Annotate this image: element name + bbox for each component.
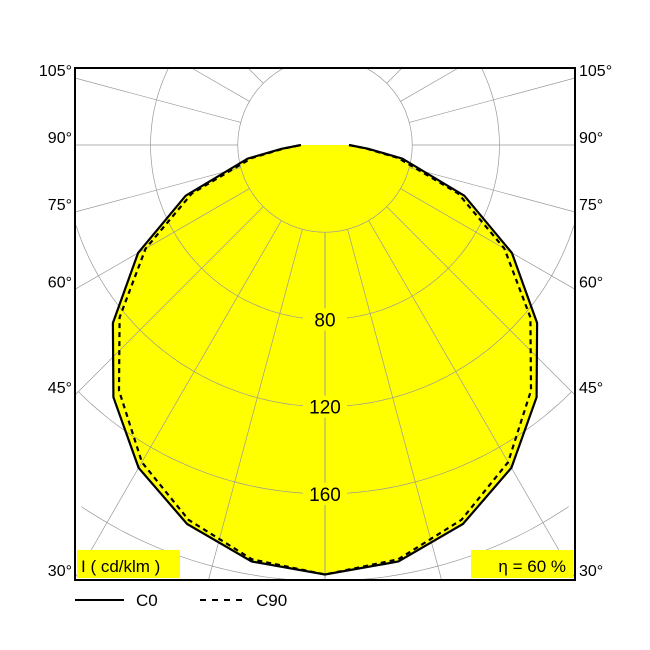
grid-ring-200 xyxy=(81,506,569,580)
grid-radial-15 xyxy=(347,229,442,580)
ring-label-bg xyxy=(303,308,347,331)
efficiency-label-box xyxy=(471,550,573,578)
grid-radial-60 xyxy=(400,188,575,290)
ring-label-160: 160 xyxy=(309,485,341,506)
grid-radial-45 xyxy=(386,206,575,396)
angle-label-right: 90° xyxy=(579,130,603,147)
angle-label-left: 75° xyxy=(48,197,72,214)
series-c90-line xyxy=(117,143,533,576)
plot-frame xyxy=(74,67,576,581)
ring-label-80: 80 xyxy=(314,310,335,331)
efficiency-label: η = 60 % xyxy=(498,557,566,576)
angle-label-left: 30° xyxy=(48,563,72,580)
grid-radial-105 xyxy=(409,77,575,123)
grid-ring-80 xyxy=(150,68,500,320)
ring-label-120: 120 xyxy=(309,398,341,419)
legend-c0-label: C0 xyxy=(136,591,158,610)
angle-label-left: 105° xyxy=(39,63,72,80)
angle-label-right: 75° xyxy=(579,197,603,214)
angle-label-left: 90° xyxy=(48,130,72,147)
unit-label: I ( cd/klm ) xyxy=(81,557,160,576)
angle-label-right: 30° xyxy=(579,563,603,580)
legend-c90-label: C90 xyxy=(256,591,287,610)
grid-radial-120 xyxy=(400,68,459,102)
unit-label-box xyxy=(77,550,180,578)
angle-labels: 105° 105° 90° 90° 75° 75° 60° 60° 45° 45° 30° 30° xyxy=(39,63,612,580)
angle-label-right: 60° xyxy=(579,274,603,291)
ring-labels: 80 120 160 xyxy=(303,308,347,506)
grid-radial-30 xyxy=(368,220,575,579)
grid-radial-135 xyxy=(247,68,264,84)
angle-label-left: 60° xyxy=(48,274,72,291)
curve-lines xyxy=(111,143,539,576)
grid-radial-120 xyxy=(191,68,250,102)
ring-label-bg xyxy=(303,395,347,418)
grid-radial-60 xyxy=(75,188,250,290)
grid-radial-105 xyxy=(75,77,241,123)
grid-radial-15 xyxy=(208,229,303,580)
grid-radial-30 xyxy=(75,220,282,579)
grid-radial-75 xyxy=(409,167,575,213)
angle-label-right: 105° xyxy=(579,63,612,80)
ring-label-bg xyxy=(303,482,347,505)
grid-radial-45 xyxy=(75,206,264,396)
grid-ring-40 xyxy=(237,68,413,233)
grid-radial-135 xyxy=(386,68,403,84)
angle-label-left: 45° xyxy=(48,380,72,397)
angle-label-right: 45° xyxy=(579,380,603,397)
series-c0-line xyxy=(111,143,539,576)
grid-radial-75 xyxy=(75,167,241,213)
